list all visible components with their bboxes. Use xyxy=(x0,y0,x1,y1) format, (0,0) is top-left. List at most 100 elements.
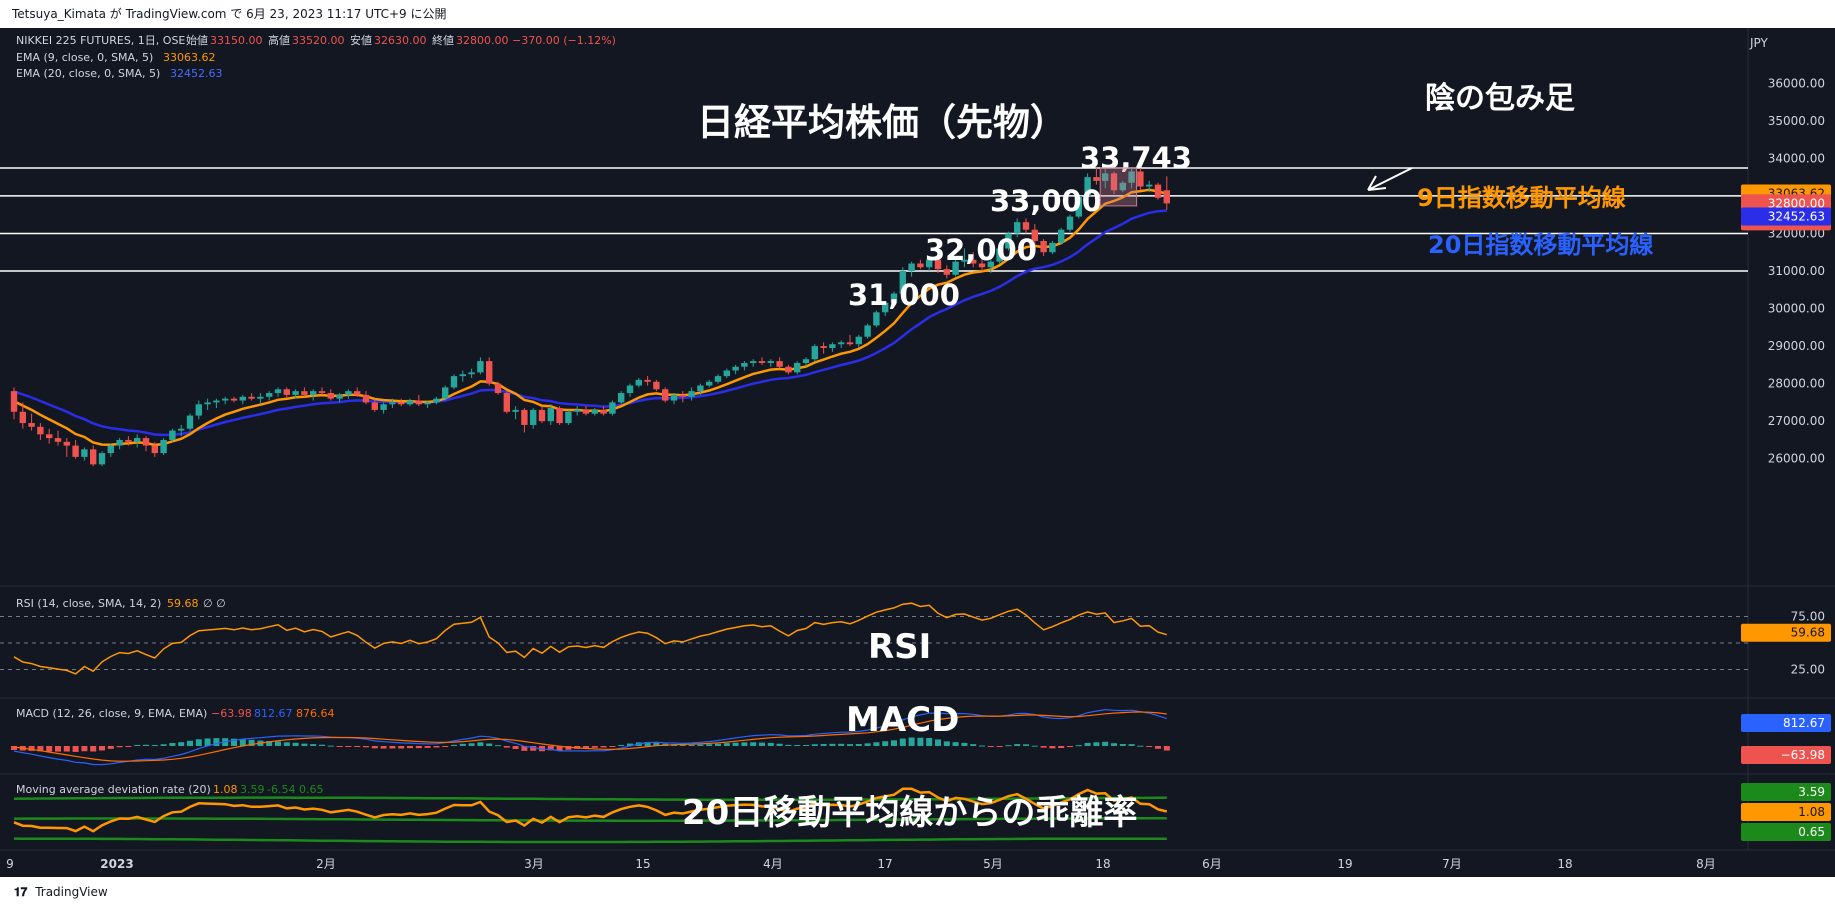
candle-body xyxy=(829,344,836,348)
candle-body xyxy=(1075,195,1082,217)
macd-histogram-bar xyxy=(838,743,845,746)
macd-histogram-bar xyxy=(715,743,721,746)
time-axis-label: 7月 xyxy=(1442,857,1462,871)
candle-body xyxy=(996,248,1003,262)
time-axis-label: 17 xyxy=(877,857,892,871)
macd-histogram-bar xyxy=(319,744,325,746)
candle-body xyxy=(406,400,414,405)
candle-body xyxy=(28,423,35,427)
candle-body xyxy=(336,394,343,399)
ema9-annotation: 9日指数移動平均線 xyxy=(1417,184,1626,212)
macd-histogram-bar xyxy=(855,744,862,746)
candle-body xyxy=(107,445,114,454)
macd-histogram-bar xyxy=(530,746,537,751)
candle-body xyxy=(926,259,933,268)
macd-histogram-bar xyxy=(1031,745,1038,747)
chart-title-annotation: 日経平均株価（先物） xyxy=(697,101,1067,144)
legend-ema20: EMA (20, close, 0, SMA, 5) xyxy=(16,67,160,80)
attribution-bar: Tetsuya_Kimata が TradingView.com で 6月 23… xyxy=(0,0,1835,28)
macd-histogram-bar xyxy=(600,746,607,748)
candle-body xyxy=(195,404,202,416)
candle-body xyxy=(882,302,889,313)
macd-legend: MACD (12, 26, close, 9, EMA, EMA) xyxy=(16,707,207,720)
price-tick-label: 28000.00 xyxy=(1768,377,1825,391)
candle-body xyxy=(345,391,352,395)
price-tick-label: 30000.00 xyxy=(1768,302,1825,316)
macd-histogram-bar xyxy=(785,744,792,746)
price-tick-label: 29000.00 xyxy=(1768,339,1825,353)
macd-histogram-bar xyxy=(943,741,950,746)
macd-histogram-bar xyxy=(363,746,369,748)
candle-body xyxy=(538,409,546,422)
macd-histogram-bar xyxy=(1102,741,1109,746)
macd-histogram-bar xyxy=(653,742,660,746)
candle-body xyxy=(204,402,211,405)
candle-body xyxy=(565,411,572,424)
candle-body xyxy=(978,263,986,268)
rsi-upper-label: 75.00 xyxy=(1791,610,1825,624)
macd-histogram-bar xyxy=(1023,744,1029,746)
macd-histogram-bar xyxy=(231,738,237,746)
macd-histogram-bar xyxy=(160,744,167,746)
currency-label: JPY xyxy=(1749,36,1769,50)
time-axis-label: 3月 xyxy=(524,857,544,871)
macd-histogram-bar xyxy=(829,743,836,746)
macd-histogram-bar xyxy=(398,746,405,749)
candle-body xyxy=(213,400,220,403)
macd-histogram-bar xyxy=(345,746,352,747)
macd-histogram-bar xyxy=(503,746,510,748)
time-axis-label: 18 xyxy=(1095,857,1110,871)
macd-histogram-bar xyxy=(187,740,193,746)
macd-histogram-bar xyxy=(248,739,255,746)
candle-body xyxy=(1022,222,1030,230)
candle-body xyxy=(873,312,880,326)
macd-histogram-bar xyxy=(239,739,246,746)
chart-canvas[interactable]: 36000.0035000.0034000.0033000.0032000.00… xyxy=(0,28,1835,877)
macd-histogram-bar xyxy=(776,743,783,746)
level-label: 33,743 xyxy=(1080,141,1192,175)
candle-body xyxy=(160,439,167,454)
macd-histogram-bar xyxy=(327,745,334,747)
candle-body xyxy=(81,449,88,457)
candle-body xyxy=(433,398,440,403)
dev-upper-badge: 3.59 xyxy=(1798,785,1825,799)
candle-body xyxy=(503,393,510,412)
time-axis-label: 2月 xyxy=(316,857,336,871)
candle-body xyxy=(961,259,968,262)
deviation-line xyxy=(13,787,1168,833)
price-tick-label: 27000.00 xyxy=(1768,414,1825,428)
macd-histogram-bar xyxy=(143,744,149,746)
price-tick-label: 35000.00 xyxy=(1768,114,1825,128)
macd-histogram-bar xyxy=(310,744,317,746)
time-axis-label: 2023 xyxy=(100,857,133,871)
macd-histogram-bar xyxy=(732,742,739,746)
macd-histogram-bar xyxy=(512,746,519,750)
candle-body xyxy=(635,379,642,386)
candle-body xyxy=(10,391,18,412)
dev-legend-v1: 1.08 xyxy=(213,783,238,796)
macd-histogram-bar xyxy=(917,737,924,746)
candle-body xyxy=(582,409,590,414)
legend-open: 33150.00 xyxy=(210,34,263,47)
candle-body xyxy=(556,408,563,424)
macd-histogram-bar xyxy=(116,746,123,748)
macd-line xyxy=(13,708,1167,766)
macd-histogram-bar xyxy=(125,746,132,747)
time-axis-label: 8月 xyxy=(1696,857,1716,871)
macd-legend-macd: 812.67 xyxy=(254,707,293,720)
level-label: 32,000 xyxy=(925,233,1037,267)
dev-legend-v4: 0.65 xyxy=(299,783,324,796)
dev-value-badge-bg xyxy=(1741,803,1831,821)
legend-ema9-value: 33063.62 xyxy=(163,51,216,64)
macd-histogram-bar xyxy=(371,746,378,749)
ema20-annotation: 20日指数移動平均線 xyxy=(1428,231,1653,259)
deviation-mid-band xyxy=(13,817,1167,822)
macd-histogram-bar xyxy=(627,743,633,746)
level-label: 33,000 xyxy=(990,184,1102,218)
macd-legend-hist: −63.98 xyxy=(211,707,252,720)
legend-high: 33520.00 xyxy=(292,34,345,47)
candle-body xyxy=(415,400,422,405)
candle-body xyxy=(512,409,519,412)
rsi-line xyxy=(13,602,1168,675)
macd-histogram-bar xyxy=(1119,744,1126,746)
